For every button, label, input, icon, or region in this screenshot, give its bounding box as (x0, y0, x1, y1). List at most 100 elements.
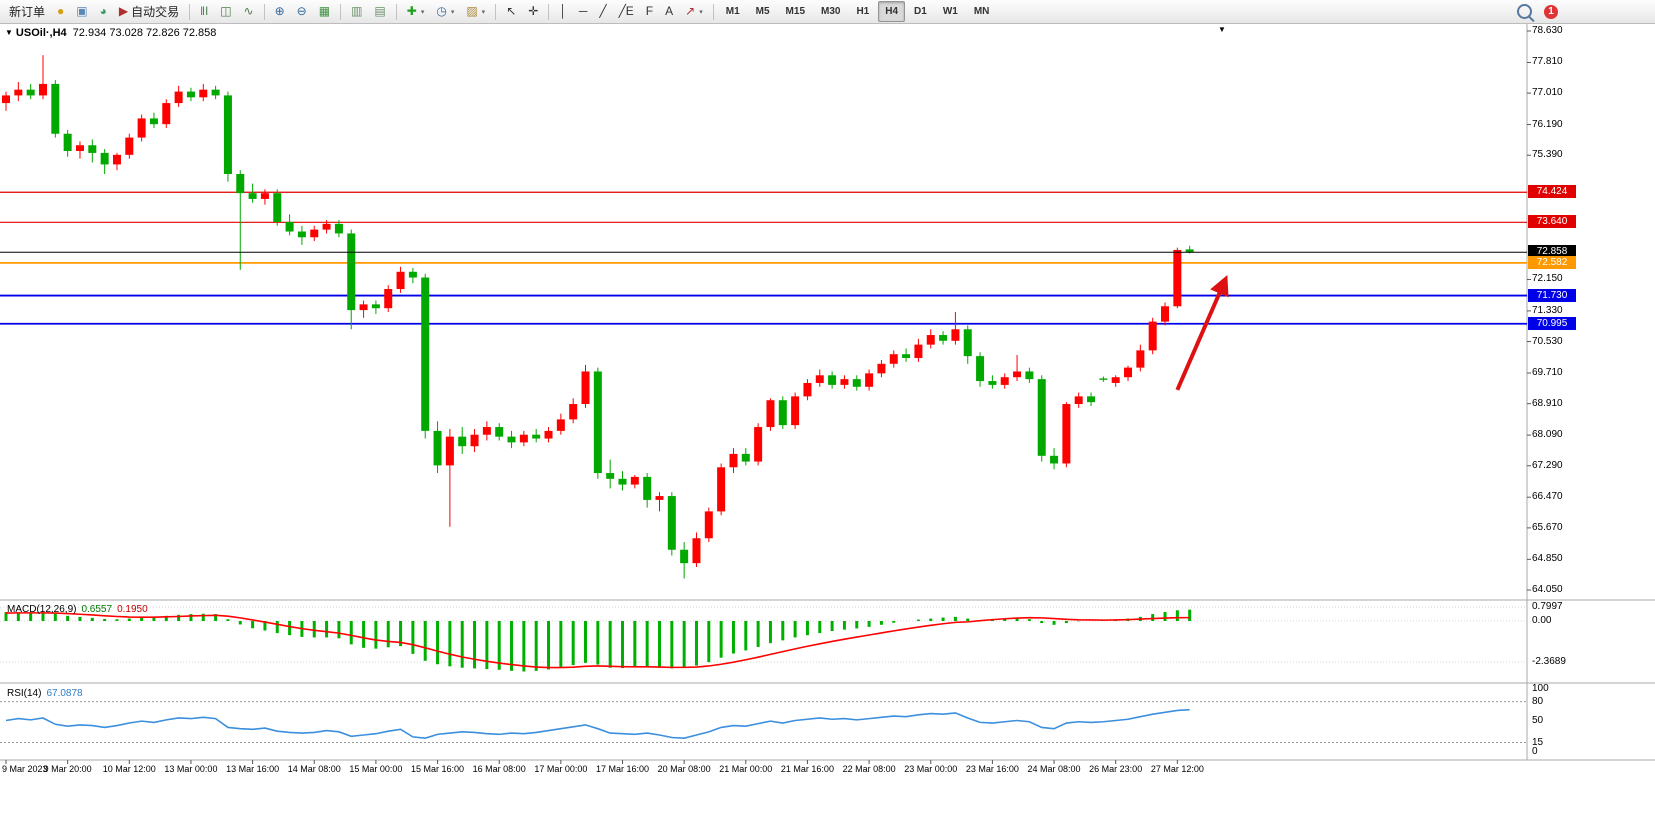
timeframe-m30[interactable]: M30 (821, 6, 841, 17)
timeframe-m15[interactable]: M15 (785, 6, 805, 17)
time-axis-label: 16 Mar 08:00 (472, 764, 526, 774)
price-chart-canvas[interactable] (0, 23, 1655, 785)
trend-arrow-annotation[interactable] (1175, 275, 1229, 391)
candle-body (939, 335, 948, 341)
trendline-button[interactable]: ╱ (594, 1, 611, 22)
candle-body (433, 430, 442, 466)
trendline-icon: ╱ (599, 4, 607, 18)
cursor-icon: ↖ (506, 4, 517, 18)
tile-windows-button[interactable]: ▦ (314, 1, 335, 22)
candle-body (285, 221, 294, 232)
periods-button[interactable]: ◷ ▾ (431, 1, 459, 22)
candle-body (865, 373, 874, 387)
candle-body (618, 478, 627, 485)
timeframe-mn[interactable]: MN (973, 6, 990, 17)
price-level-badge-70.995: 70.995 (1528, 316, 1576, 330)
dropdown-arrow-icon[interactable]: ▾ (699, 8, 703, 16)
timeframe-m1[interactable]: M1 (725, 6, 740, 17)
price-axis-label: 67.290 (1532, 459, 1563, 471)
candle-body (26, 89, 35, 96)
candle-body (606, 473, 615, 479)
candle-body (791, 396, 800, 426)
indicators-icon: ✚ (406, 4, 417, 18)
candle-body (14, 89, 23, 96)
candle-body (1161, 306, 1170, 322)
cursor-button[interactable]: ↖ (501, 1, 521, 22)
horizontal-line-button[interactable]: ─ (574, 1, 593, 22)
crosshair-button[interactable]: ✛ (523, 1, 543, 22)
zoom-in-button[interactable]: ⊕ (270, 1, 290, 22)
candle-body (1062, 404, 1071, 464)
autotrading-button[interactable]: ▶ 自动交易 (114, 1, 184, 22)
candle-body (322, 223, 331, 230)
line-chart-button[interactable]: ∿ (239, 1, 259, 22)
candlestick-icon: ◫ (220, 4, 232, 18)
time-axis-label: 26 Mar 23:00 (1089, 764, 1143, 774)
timeframe-w1[interactable]: W1 (942, 6, 958, 17)
dropdown-arrow-icon[interactable]: ▾ (481, 8, 486, 16)
candle-body (1013, 371, 1022, 378)
price-axis-label: 68.090 (1532, 429, 1563, 441)
dropdown-arrow-icon[interactable]: ▾ (420, 8, 425, 16)
candle-body (112, 154, 121, 165)
data-center-button[interactable]: ◕ (95, 1, 112, 22)
price-level-badge-74.424: 74.424 (1528, 185, 1576, 199)
scroll-to-end-icon[interactable]: ▼ (1218, 25, 1226, 34)
macd-indicator-label: MACD(12,26,9) 0.6557 0.1950 (7, 604, 148, 615)
candle-body (199, 89, 208, 98)
candle-body (137, 118, 146, 138)
candle-body (1148, 321, 1157, 351)
zoom-in-icon: ⊕ (274, 4, 285, 18)
candle-body (396, 271, 405, 290)
timeframe-h1[interactable]: H1 (856, 6, 870, 17)
search-icon[interactable] (1517, 4, 1532, 19)
vertical-line-icon: │ (559, 4, 567, 18)
candle-body (408, 271, 417, 278)
zoom-out-button[interactable]: ⊖ (292, 1, 312, 22)
price-axis-label: 78.630 (1532, 25, 1563, 36)
timeframe-h4[interactable]: H4 (878, 1, 906, 22)
text-button[interactable]: A (660, 1, 678, 22)
new-order-button[interactable]: 新订单 (4, 1, 50, 22)
vertical-line-button[interactable]: │ (554, 1, 572, 22)
notification-badge[interactable]: 1 (1544, 4, 1558, 19)
dropdown-arrow-icon[interactable]: ▾ (450, 8, 455, 16)
candle-body (1124, 367, 1133, 378)
time-axis-label: 15 Mar 00:00 (349, 764, 403, 774)
channel-button[interactable]: ╱E (614, 1, 639, 22)
rsi-axis-label: 50 (1532, 714, 1544, 726)
timeframe-d1[interactable]: D1 (914, 6, 927, 17)
candle-body (174, 91, 183, 104)
candlestick-chart-button[interactable]: ◫ (215, 1, 236, 22)
template-icon: ▨ (466, 4, 478, 18)
chart-window-button[interactable]: ▣ (71, 1, 92, 22)
clock-icon: ◷ (436, 4, 447, 18)
price-level-badge-72.582: 72.582 (1528, 255, 1576, 269)
price-axis-label: 71.330 (1532, 304, 1563, 316)
rsi-title: RSI(14) (7, 688, 42, 699)
rsi-axis-label: 80 (1532, 695, 1544, 707)
candle-body (729, 453, 738, 468)
candle-body (260, 193, 269, 199)
macd-signal-line (5, 612, 1190, 669)
chart-expand-icon[interactable]: ▼ (5, 28, 13, 37)
arrows-button[interactable]: ↗ ▾ (680, 1, 708, 22)
macd-main-value: 0.6557 (81, 604, 113, 615)
bar-chart-button[interactable]: ǁǀ (195, 1, 213, 22)
candle-body (951, 329, 960, 341)
indicators-button[interactable]: ✚ ▾ (402, 1, 430, 22)
templates-button[interactable]: ▨ ▾ (461, 1, 490, 22)
coin-icon: ● (57, 4, 65, 18)
quotes-button[interactable]: ● (52, 1, 69, 22)
candle-body (507, 436, 516, 443)
fibonacci-button[interactable]: F (641, 1, 658, 22)
toolbar: 新订单 ● ▣ ◕ ▶ 自动交易 ǁǀ ◫ ∿ ⊕ ⊖ ▦ ▥ ▤ ✚ ▾ ◷ ▾ ▨ ▾ ↖ ✛ │ ─ ╱ ╱E F A ↗ ▾ M1 M… (0, 0, 1655, 24)
rsi-axis-label: 100 (1532, 683, 1549, 694)
time-axis-label: 17 Mar 00:00 (534, 764, 588, 774)
chart-shift-button[interactable]: ▤ (369, 1, 390, 22)
auto-scroll-button[interactable]: ▥ (346, 1, 367, 22)
candle-body (495, 427, 504, 437)
toolbar-separator (495, 3, 497, 20)
candle-body (754, 427, 763, 462)
timeframe-m5[interactable]: M5 (755, 6, 770, 17)
